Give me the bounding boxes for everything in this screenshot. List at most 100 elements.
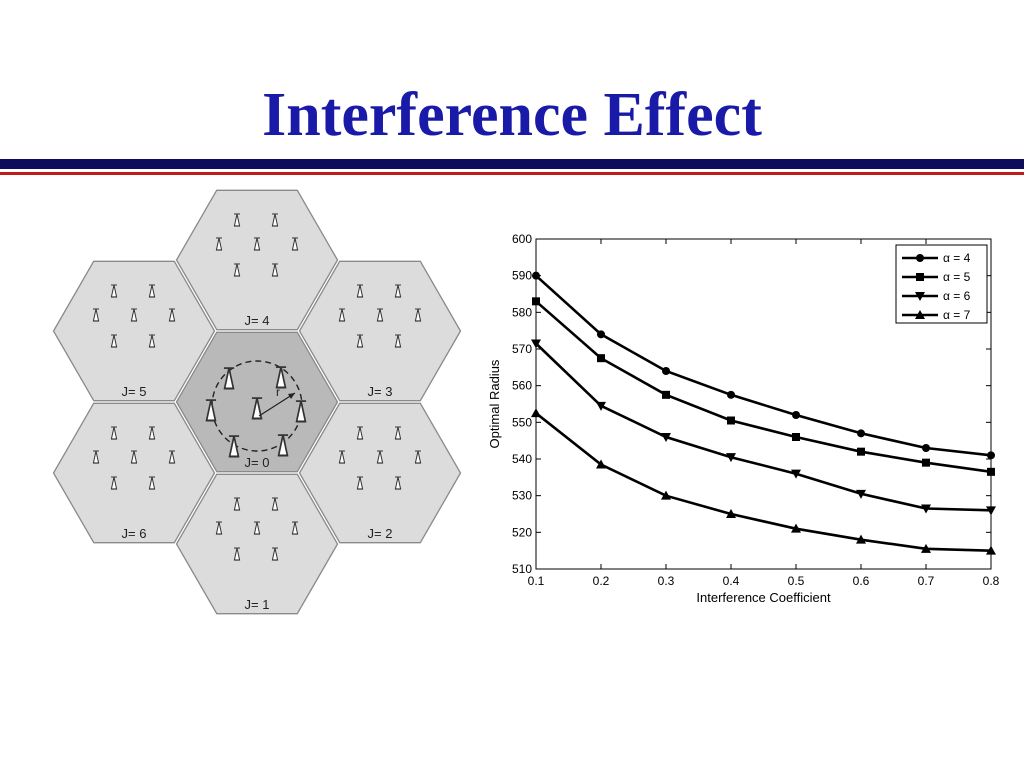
hex-cell-j4: J= 4 [175,189,339,331]
data-point [597,330,605,339]
hex-cell-j2: J= 2 [298,402,462,544]
base-station-icon [223,367,235,390]
legend-item: α = 4 [902,251,971,265]
user-device-icon [253,521,261,535]
data-point [661,490,671,500]
user-device-icon [130,308,138,322]
user-device-icon [356,284,364,298]
user-device-icon [338,450,346,464]
data-point [662,367,670,375]
x-tick-label: 0.2 [593,574,610,588]
y-tick-label: 570 [512,342,532,356]
user-device-icon [253,237,261,251]
data-point [532,297,540,306]
user-device-icon [233,213,241,227]
user-device-icon [291,237,299,251]
data-point [662,390,670,399]
series-path [535,342,992,512]
user-device-icon [338,308,346,322]
user-device-icon [110,284,118,298]
data-point [856,489,866,499]
data-point [921,543,931,553]
base-station-icon [205,399,217,422]
legend-label: α = 7 [943,308,971,322]
user-device-icon [233,547,241,561]
y-tick-label: 520 [512,525,532,539]
y-tick-label: 510 [512,562,532,576]
x-tick-label: 0.1 [528,574,545,588]
user-device-icon [271,497,279,511]
user-device-icon [233,497,241,511]
user-device-icon [130,450,138,464]
legend-marker [915,292,925,301]
hex-cell-j5: J= 5 [52,260,216,402]
y-tick-label: 560 [512,379,532,393]
data-point [792,433,800,441]
legend-item: α = 7 [902,308,971,322]
hex-cell-label: J= 0 [245,455,270,470]
user-device-icon [376,450,384,464]
hex-cell-label: J= 4 [245,313,270,328]
x-tick-label: 0.4 [723,574,740,588]
radius-label: r [276,385,280,399]
user-device-icon [414,308,422,322]
hex-cell-label: J= 5 [122,384,147,399]
user-device-icon [148,476,156,490]
data-point [726,509,736,518]
hex-cell-shape [175,189,339,331]
hex-cell-label: J= 3 [368,384,393,399]
legend-marker [916,254,924,262]
legend: α = 4 α = 5 α = 6 α = 7 [895,244,988,324]
series-line-4 [531,408,996,555]
y-tick-label: 540 [512,452,532,466]
data-point [922,444,930,452]
user-device-icon [356,476,364,490]
legend-label: α = 5 [943,270,971,284]
data-point [792,411,800,419]
data-point [987,467,995,476]
user-device-icon [356,426,364,440]
legend-label: α = 4 [943,251,971,265]
user-device-icon [271,263,279,277]
user-device-icon [92,450,100,464]
series-path [535,412,992,552]
data-point [726,453,736,463]
user-device-icon [110,334,118,348]
y-tick-label: 530 [512,489,532,503]
data-point [986,545,996,555]
series-line-2 [532,297,995,476]
user-device-icon [148,284,156,298]
title-rule-red [0,172,1024,175]
user-device-icon [215,521,223,535]
y-tick-label: 600 [512,232,532,246]
hex-cell-shape [175,473,339,615]
x-tick-label: 0.8 [983,574,1000,588]
hex-cell-j0: J= 0 r [175,331,339,473]
hex-cell-shape [298,260,462,402]
data-point [986,506,996,516]
legend-label: α = 6 [943,289,971,303]
series-path [535,274,992,457]
user-device-icon [215,237,223,251]
hexagonal-cell-diagram: J= 0 r J= 1 J= 2 J= 3 J= 4 J= 5 J= 6 [52,189,462,615]
legend-item: α = 5 [902,270,971,284]
user-device-icon [233,263,241,277]
slide-title: Interference Effect [262,81,762,149]
x-axis-label: Interference Coefficient [696,590,831,605]
hex-cell-label: J= 2 [368,526,393,541]
x-tick-label: 0.6 [853,574,870,588]
data-point [596,401,606,411]
y-tick-label: 590 [512,269,532,283]
legend-item: α = 6 [902,289,971,303]
data-point [597,354,605,363]
x-tick-label: 0.3 [658,574,675,588]
x-tick-label: 0.5 [788,574,805,588]
data-point [857,429,865,438]
user-device-icon [394,426,402,440]
base-station-icon [275,366,287,389]
user-device-icon [148,426,156,440]
data-point [661,433,671,442]
hex-cell-label: J= 6 [122,526,147,541]
user-device-icon [110,426,118,440]
data-point [791,523,801,533]
